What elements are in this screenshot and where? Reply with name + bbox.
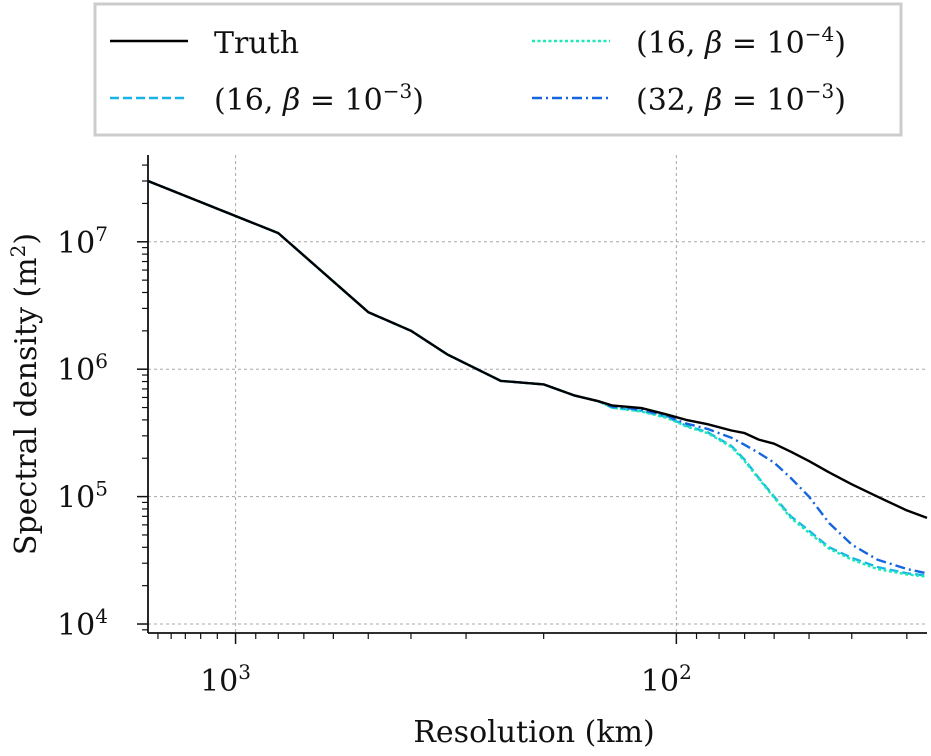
legend-label-beta: β bbox=[704, 83, 722, 118]
x-tick-label: 102 bbox=[641, 660, 692, 699]
legend-label-eq: = bbox=[722, 26, 766, 61]
legend-label-beta: β bbox=[704, 26, 722, 61]
x-tick-label-exp: 2 bbox=[679, 660, 692, 684]
legend-label-beta: β bbox=[282, 83, 300, 118]
legend-label-exp: −3 bbox=[383, 79, 412, 103]
x-tick-label-exp: 3 bbox=[238, 660, 251, 684]
y-tick-label: 104 bbox=[57, 604, 108, 643]
legend-label-eq: = bbox=[300, 83, 344, 118]
series-line-3 bbox=[147, 179, 928, 578]
x-tick-label: 103 bbox=[200, 660, 251, 699]
y-axis-label-sup: 2 bbox=[6, 245, 30, 258]
series-line-4 bbox=[147, 179, 928, 575]
y-tick-label-base: 10 bbox=[57, 481, 95, 516]
y-tick-label-exp: 4 bbox=[95, 604, 108, 628]
legend-label-prefix: (32, bbox=[636, 83, 705, 118]
y-tick-label-base: 10 bbox=[57, 226, 95, 261]
legend-label-2: (16, β = 10−3) bbox=[214, 79, 424, 118]
y-axis-label-close: ) bbox=[9, 233, 44, 245]
y-tick-label-exp: 5 bbox=[95, 477, 108, 501]
legend: Truth(16, β = 10−3)(16, β = 10−4)(32, β … bbox=[93, 2, 903, 137]
legend-label-eq: = bbox=[722, 83, 766, 118]
y-tick-label-exp: 7 bbox=[95, 222, 108, 246]
legend-label-3: (16, β = 10−4) bbox=[636, 22, 846, 61]
y-tick-label: 107 bbox=[57, 222, 108, 261]
x-axis-label: Resolution (km) bbox=[413, 715, 654, 750]
legend-label-prefix: (16, bbox=[636, 26, 705, 61]
legend-label-prefix: (16, bbox=[214, 83, 283, 118]
legend-label-base: 10 bbox=[767, 83, 805, 118]
legend-label-suffix: ) bbox=[834, 83, 846, 118]
series-layer bbox=[147, 179, 928, 578]
y-axis-label: Spectral density (m2) bbox=[6, 233, 44, 555]
legend-label-4: (32, β = 10−3) bbox=[636, 79, 846, 118]
legend-label-base: 10 bbox=[345, 83, 383, 118]
legend-label-1: Truth bbox=[214, 26, 299, 61]
x-tick-label-base: 10 bbox=[641, 664, 679, 699]
y-axis-label-main: Spectral density (m bbox=[9, 257, 44, 555]
series-line-1 bbox=[147, 179, 928, 520]
legend-frame bbox=[93, 2, 903, 137]
grid bbox=[148, 155, 927, 633]
series-line-2 bbox=[147, 179, 928, 577]
legend-label-suffix: ) bbox=[412, 83, 424, 118]
y-tick-label-base: 10 bbox=[57, 608, 95, 643]
y-tick-label-base: 10 bbox=[57, 353, 95, 388]
legend-label-exp: −3 bbox=[805, 79, 834, 103]
legend-label-base: 10 bbox=[767, 26, 805, 61]
y-tick-label: 105 bbox=[57, 477, 108, 516]
legend-label-exp: −4 bbox=[805, 22, 834, 46]
legend-label-prefix: Truth bbox=[214, 26, 299, 61]
y-tick-label: 106 bbox=[57, 349, 108, 388]
legend-label-suffix: ) bbox=[834, 26, 846, 61]
y-tick-label-exp: 6 bbox=[95, 349, 108, 373]
x-tick-label-base: 10 bbox=[200, 664, 238, 699]
